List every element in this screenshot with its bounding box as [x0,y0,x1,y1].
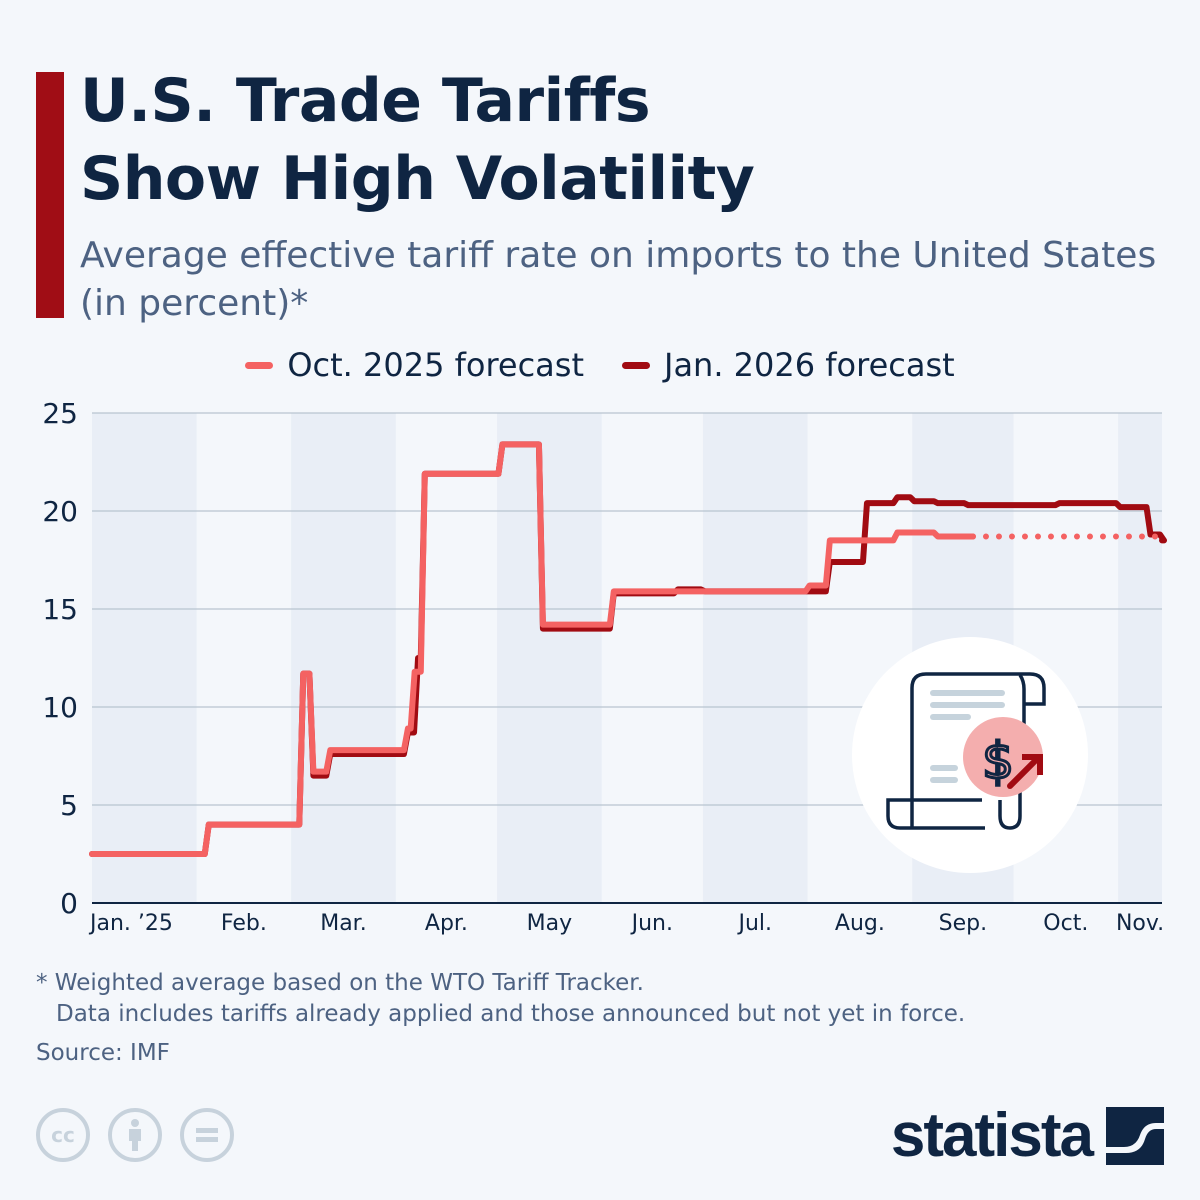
y-tick-label: 5 [60,789,78,822]
receipt-dollar-rising-icon: $ [852,637,1088,873]
month-band [497,413,602,903]
y-tick-label: 0 [60,887,78,920]
page-title: U.S. Trade Tariffs Show High Volatility [80,62,755,218]
legend: Oct. 2025 forecast Jan. 2026 forecast [0,346,1200,384]
footnote: * Weighted average based on the WTO Tari… [36,968,965,1030]
attribution-icon[interactable] [108,1108,162,1162]
x-axis-ticks: Jan. ’25 Feb. Mar. Apr. May Jun. Jul. Aug. Sep. O… [88,911,1164,936]
series-lines [89,441,1167,857]
subtitle: Average effective tariff rate on imports… [80,235,1157,324]
x-tick-label: Jan. ’25 [88,911,173,936]
legend-label: Jan. 2026 forecast [664,346,955,384]
statista-mark-icon [1106,1106,1164,1165]
month-bands [92,413,1162,903]
accent-bar [36,72,64,318]
x-tick-label: Sep. [939,911,987,936]
y-axis-ticks: 0 5 10 15 20 25 [42,397,78,920]
title-line-2: Show High Volatility [80,144,755,214]
svg-text:$: $ [982,732,1014,790]
series-line-oct-2025-forecast [89,441,976,857]
x-tick-label: Jul. [736,911,772,936]
x-tick-label: Feb. [221,911,267,936]
month-band [291,413,396,903]
legend-swatch [622,361,650,369]
brand-name: statista [890,1101,1094,1170]
legend-label: Oct. 2025 forecast [287,346,584,384]
y-tick-label: 15 [42,593,78,626]
month-band [702,413,808,903]
month-band [1118,413,1162,903]
footnote-line-1: * Weighted average based on the WTO Tari… [36,970,644,996]
line-chart: 0 5 10 15 20 25 Jan. ’25 Feb. Mar. Apr. May Jun. Ju… [42,397,1167,936]
title-line-1: U.S. Trade Tariffs [80,66,651,136]
no-derivatives-icon[interactable] [180,1108,234,1162]
y-tick-label: 10 [42,691,78,724]
y-tick-label: 20 [42,495,78,528]
legend-swatch [245,361,274,369]
x-tick-label: Mar. [320,911,366,936]
x-tick-label: Apr. [425,911,468,936]
x-tick-label: Aug. [835,911,885,936]
month-band [92,413,197,903]
cc-icon[interactable]: cc [36,1108,90,1162]
y-tick-label: 25 [42,397,78,430]
legend-item-jan-2026: Jan. 2026 forecast [622,346,955,384]
statista-logo[interactable]: statista [891,1100,1164,1171]
x-tick-label: Oct. [1043,911,1088,936]
x-tick-label: May [527,911,572,936]
x-tick-label: Jun. [630,911,673,936]
x-tick-label: Nov. [1116,911,1164,936]
source: Source: IMF [36,1040,170,1066]
footnote-line-2: Data includes tariffs already applied an… [56,1001,966,1027]
gridlines [92,412,1162,904]
legend-item-oct-2025: Oct. 2025 forecast [245,346,584,384]
